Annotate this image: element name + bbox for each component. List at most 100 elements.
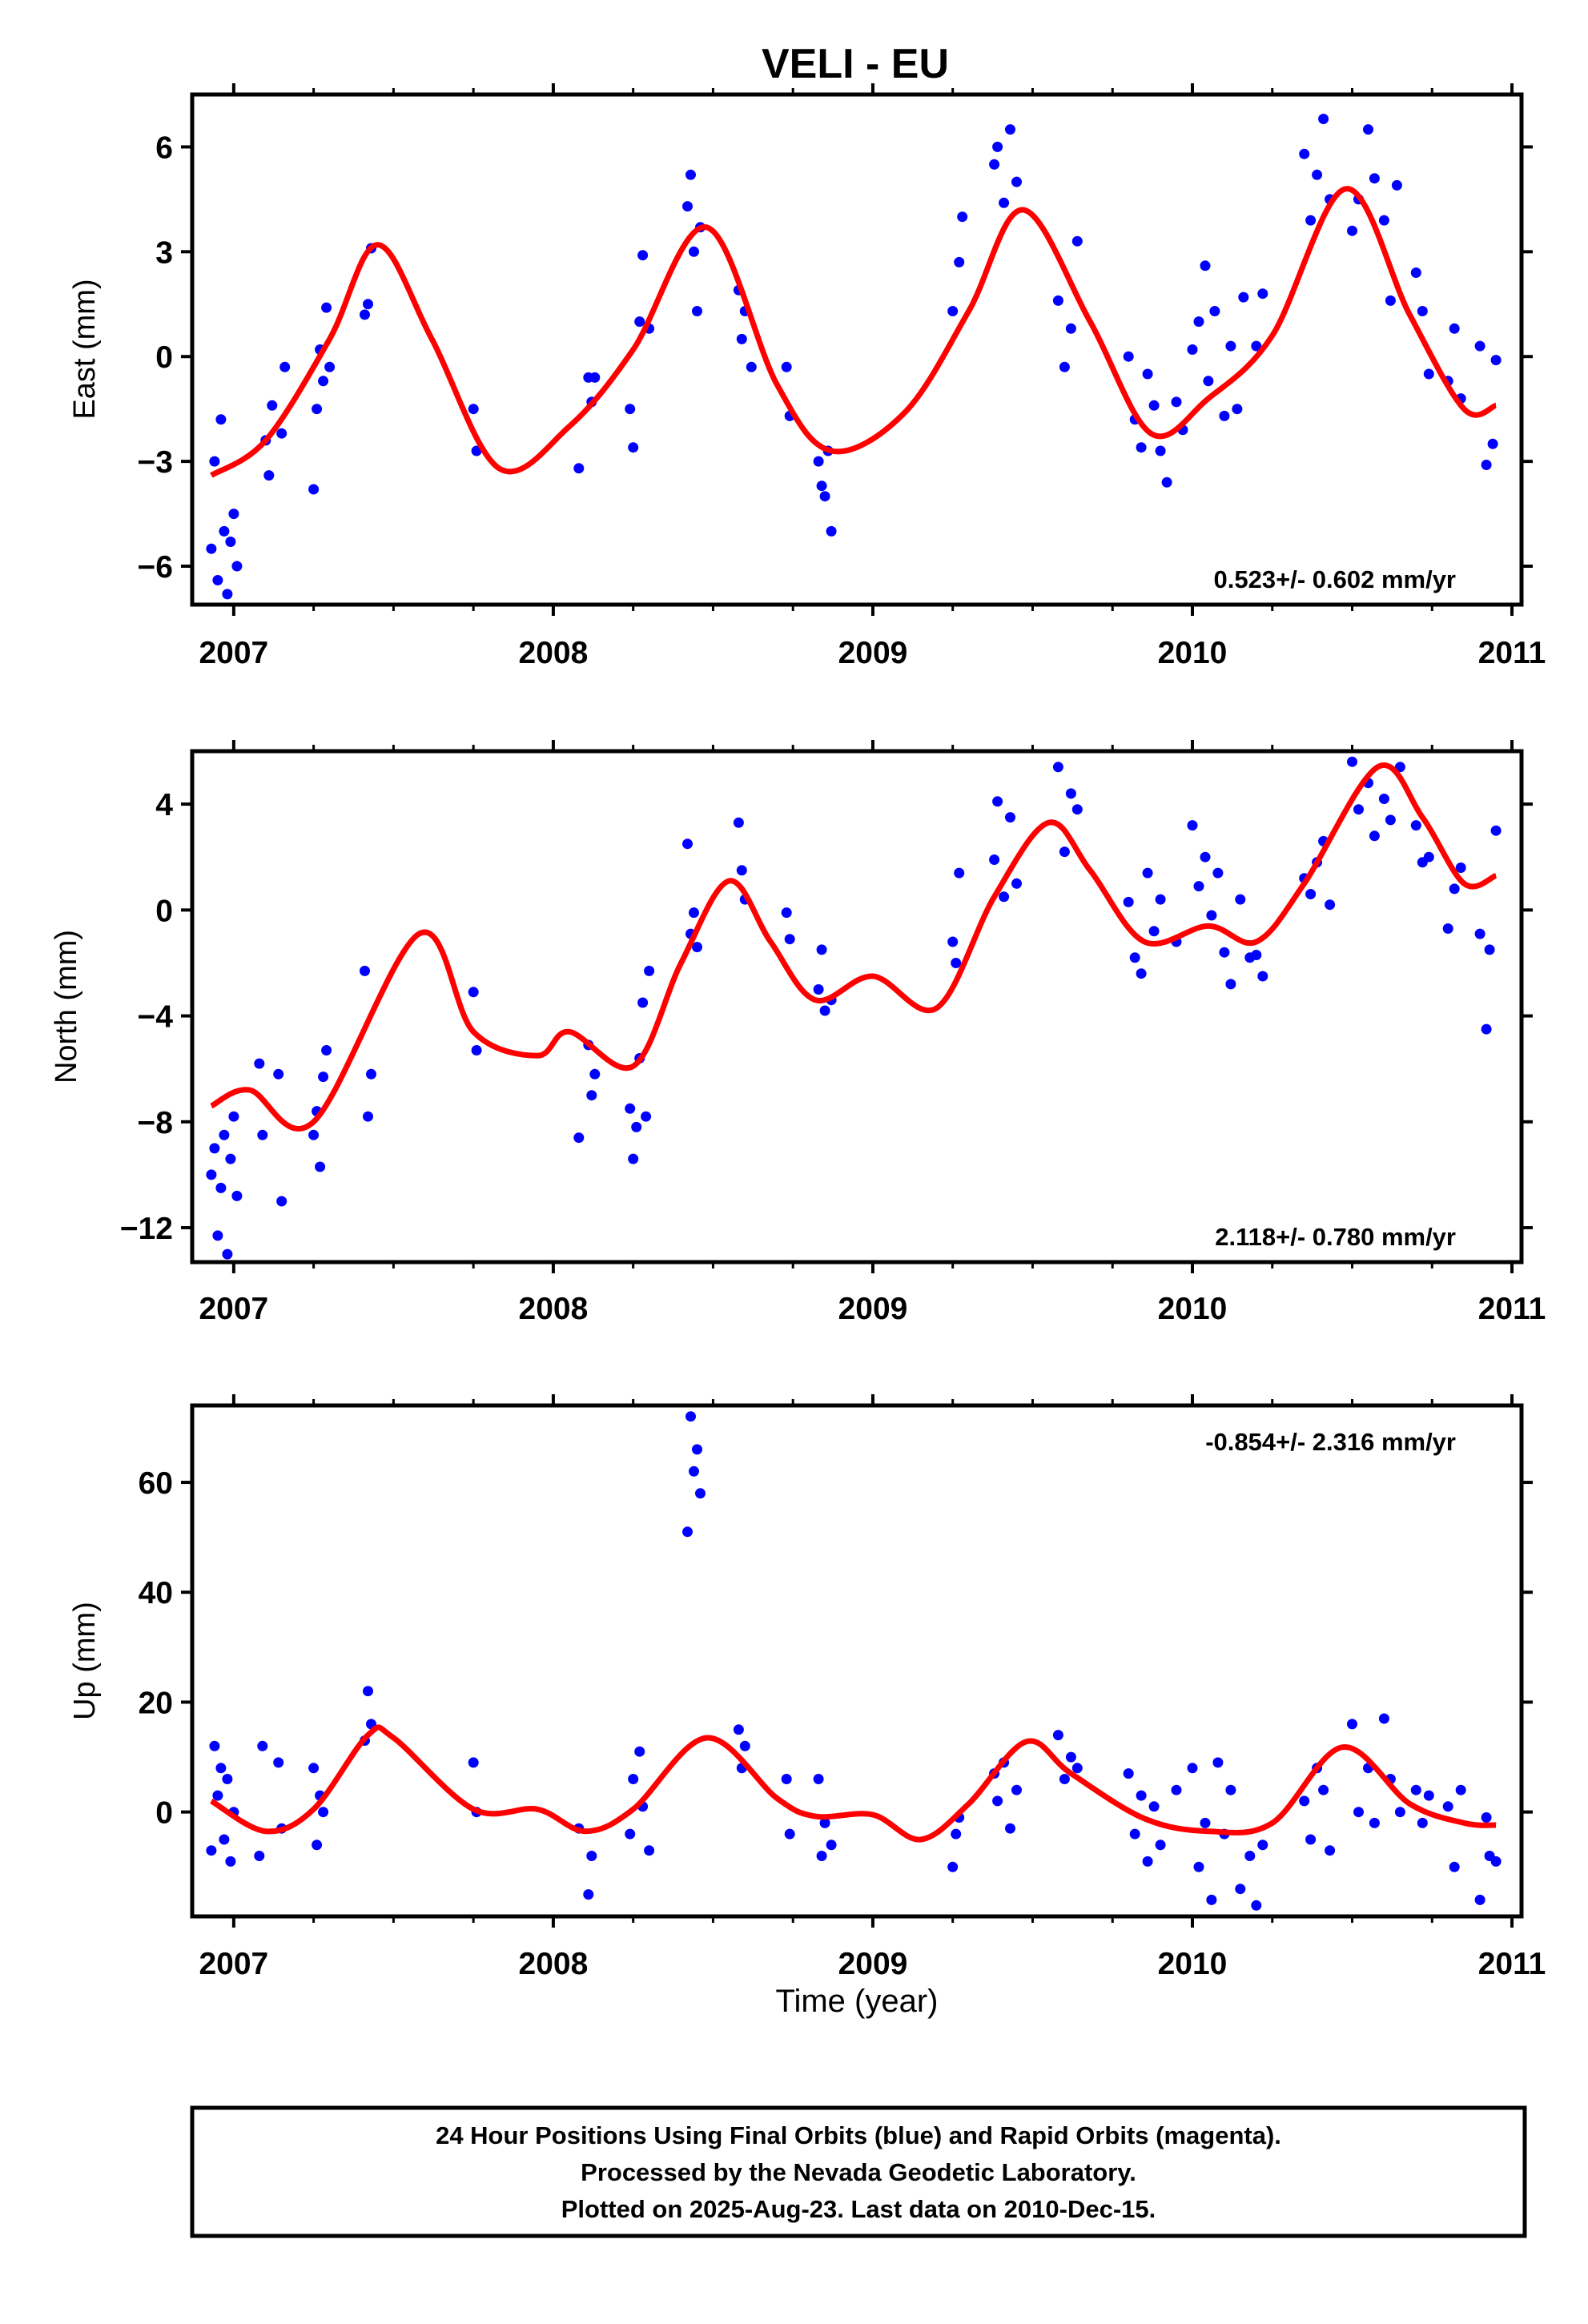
- data-point: [225, 1153, 236, 1164]
- data-point: [1305, 1834, 1317, 1845]
- data-point: [222, 589, 233, 600]
- data-point: [813, 984, 824, 995]
- x-tick-label: 2011: [1478, 636, 1546, 670]
- data-point: [951, 1828, 962, 1839]
- data-point: [1353, 804, 1364, 815]
- data-point: [206, 1845, 217, 1856]
- data-point: [471, 1045, 482, 1055]
- data-point: [682, 1526, 693, 1538]
- data-point: [992, 1795, 1003, 1807]
- data-point: [947, 936, 959, 947]
- x-tick-label: 2011: [1478, 1947, 1546, 1981]
- data-point: [692, 942, 702, 953]
- data-points: [206, 756, 1502, 1260]
- data-point: [1005, 124, 1015, 135]
- data-point: [634, 1746, 645, 1757]
- footer-frame: [190, 2105, 1527, 2238]
- data-point: [784, 1828, 795, 1839]
- data-point: [1052, 295, 1063, 306]
- data-point: [1071, 235, 1083, 247]
- data-point: [1071, 1763, 1083, 1774]
- data-point: [586, 1851, 597, 1861]
- data-point: [308, 1129, 320, 1140]
- y-tick-label: 4: [155, 788, 173, 822]
- data-point: [324, 361, 336, 372]
- data-point: [1391, 179, 1402, 191]
- x-tick-label: 2007: [199, 1947, 268, 1981]
- x-tick-label: 2010: [1158, 1947, 1228, 1981]
- data-point: [1052, 762, 1063, 773]
- data-point: [816, 1851, 827, 1861]
- y-axis-label: North (mm): [50, 930, 83, 1084]
- data-point: [1487, 438, 1498, 449]
- data-point: [1305, 215, 1317, 226]
- footer-line-1: 24 Hour Positions Using Final Orbits (bl…: [436, 2121, 1281, 2149]
- data-point: [318, 1807, 329, 1818]
- y-tick-label: −6: [138, 550, 173, 585]
- data-point: [1123, 1768, 1134, 1779]
- y-axis-label: Up (mm): [68, 1602, 102, 1720]
- data-point: [1011, 878, 1022, 889]
- data-point: [276, 428, 287, 439]
- data-point: [257, 1740, 268, 1751]
- data-point: [1171, 1784, 1182, 1795]
- up-panel: 2007 2008 2009 2010 2011 60 40 20 0 Up (mm) -0.854…: [68, 1394, 1546, 1981]
- data-point: [1212, 867, 1224, 879]
- data-point: [1305, 889, 1317, 899]
- data-point: [1071, 804, 1083, 815]
- data-point: [1238, 292, 1249, 303]
- x-tick-label: 2010: [1158, 636, 1228, 670]
- data-point: [816, 944, 827, 955]
- data-point: [954, 867, 965, 879]
- data-points: [206, 114, 1502, 600]
- data-point: [947, 1861, 959, 1872]
- data-point: [733, 817, 744, 828]
- data-point: [1129, 1828, 1140, 1839]
- data-point: [954, 256, 965, 267]
- data-point: [631, 1121, 642, 1132]
- data-point: [254, 1851, 265, 1861]
- data-point: [1251, 340, 1262, 352]
- data-point: [1449, 1861, 1460, 1872]
- data-point: [682, 201, 693, 212]
- data-point: [1142, 1856, 1153, 1867]
- data-point: [1325, 899, 1336, 911]
- data-point: [1155, 894, 1166, 905]
- data-point: [1394, 762, 1405, 773]
- data-point: [1385, 814, 1396, 826]
- data-point: [1148, 926, 1160, 937]
- data-point: [1474, 928, 1485, 939]
- data-point: [1484, 944, 1495, 955]
- data-point: [816, 480, 827, 492]
- data-point: [819, 1005, 830, 1016]
- data-point: [1449, 323, 1460, 334]
- data-point: [625, 1828, 636, 1839]
- data-point: [1378, 794, 1389, 804]
- data-point: [263, 470, 275, 481]
- y-tick-label: 0: [155, 894, 173, 928]
- x-tick-label: 2009: [838, 1947, 908, 1981]
- data-point: [206, 1169, 217, 1180]
- data-point: [1225, 979, 1236, 990]
- data-point: [1410, 1784, 1421, 1795]
- data-point: [1318, 1784, 1329, 1795]
- data-point: [209, 1143, 220, 1154]
- data-point: [637, 250, 649, 261]
- data-point: [312, 404, 323, 415]
- data-point: [1187, 344, 1198, 355]
- model-curve: [210, 1724, 1497, 1843]
- data-point: [468, 404, 479, 415]
- data-point: [819, 1817, 830, 1828]
- footer-box: 24 Hour Positions Using Final Orbits (bl…: [190, 2105, 1527, 2238]
- data-point: [992, 141, 1003, 152]
- data-point: [1065, 1751, 1076, 1763]
- y-tick-label: 40: [139, 1576, 173, 1610]
- data-point: [1423, 851, 1434, 862]
- data-point: [1200, 260, 1211, 271]
- data-point: [1235, 894, 1246, 905]
- x-tick-label: 2008: [519, 1947, 589, 1981]
- data-point: [689, 1466, 699, 1477]
- data-point: [222, 1774, 233, 1784]
- data-point: [1142, 867, 1153, 879]
- data-point: [628, 1153, 639, 1164]
